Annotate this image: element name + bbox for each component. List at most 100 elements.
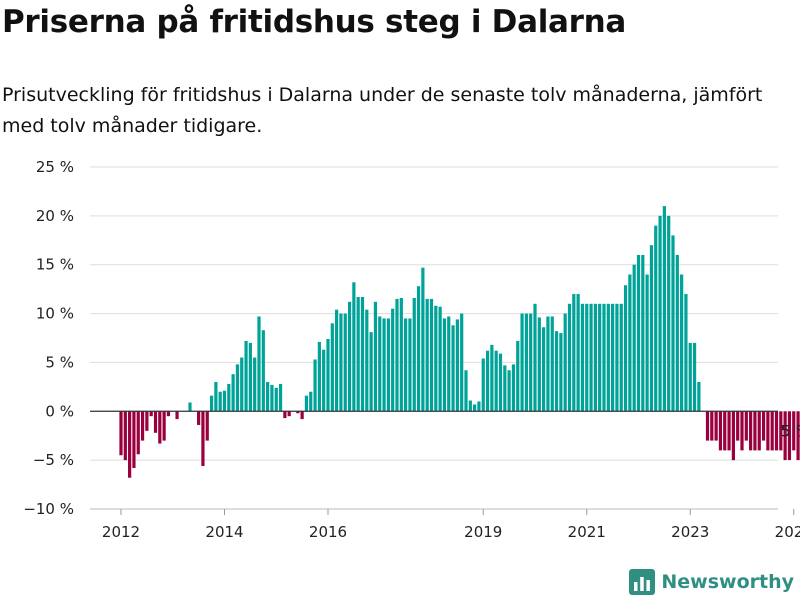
bar bbox=[554, 331, 559, 412]
bar bbox=[140, 411, 145, 441]
x-tick-label: 2023 bbox=[671, 523, 709, 541]
y-tick-label: −10 % bbox=[23, 500, 74, 518]
bar bbox=[309, 391, 313, 412]
bar bbox=[783, 411, 787, 461]
bar bbox=[429, 298, 434, 412]
bar bbox=[352, 282, 356, 412]
bar bbox=[516, 340, 520, 412]
bar bbox=[455, 319, 459, 412]
bar bbox=[598, 303, 602, 412]
bar bbox=[641, 254, 645, 412]
bar bbox=[330, 323, 334, 412]
bar bbox=[736, 411, 740, 441]
bar bbox=[680, 274, 684, 412]
bar bbox=[464, 370, 468, 412]
bar bbox=[235, 364, 240, 412]
bar bbox=[253, 357, 257, 412]
bar bbox=[770, 411, 774, 451]
bar bbox=[761, 411, 766, 441]
bar bbox=[460, 313, 464, 412]
bar bbox=[688, 342, 692, 412]
bar bbox=[619, 303, 623, 412]
chart-title: Priserna på fritidshus steg i Dalarna bbox=[2, 4, 627, 40]
bar bbox=[136, 411, 140, 455]
bar bbox=[158, 411, 162, 444]
bar bbox=[757, 411, 761, 451]
bar bbox=[240, 357, 244, 412]
bar bbox=[632, 264, 636, 412]
bar bbox=[278, 383, 283, 412]
bar bbox=[529, 313, 533, 412]
bar bbox=[667, 215, 671, 412]
bar bbox=[542, 327, 546, 412]
bar bbox=[580, 303, 585, 412]
bar bbox=[774, 411, 779, 451]
bar bbox=[473, 404, 477, 412]
bar bbox=[347, 301, 352, 412]
bar bbox=[386, 318, 390, 412]
bar bbox=[498, 353, 503, 412]
bar bbox=[623, 285, 628, 412]
bar bbox=[658, 215, 662, 412]
bar bbox=[451, 325, 455, 412]
bar bbox=[205, 411, 209, 441]
bar bbox=[606, 303, 610, 412]
bar bbox=[244, 340, 248, 412]
bar bbox=[787, 411, 792, 461]
bar bbox=[675, 254, 679, 412]
bar bbox=[490, 344, 494, 412]
y-tick-label: 15 % bbox=[36, 256, 74, 274]
bar bbox=[227, 383, 231, 412]
bar bbox=[123, 411, 127, 461]
bar bbox=[218, 391, 222, 412]
bar bbox=[477, 401, 481, 412]
bar bbox=[365, 309, 369, 412]
bar-chart: −10 % −5 % 0 % 5 % 10 % 15 % 20 % 25 % 2012 2014… bbox=[23, 158, 800, 541]
bar bbox=[615, 303, 619, 412]
newsworthy-logo-icon bbox=[629, 569, 656, 595]
bar bbox=[710, 411, 714, 441]
bar bbox=[412, 297, 416, 412]
bar bbox=[718, 411, 723, 451]
bar bbox=[128, 411, 132, 478]
bar bbox=[270, 384, 274, 412]
bar bbox=[546, 316, 550, 412]
bar bbox=[322, 349, 326, 412]
bar bbox=[766, 411, 770, 451]
bar bbox=[283, 411, 287, 419]
bar bbox=[391, 308, 395, 412]
bar bbox=[373, 301, 378, 412]
bar bbox=[300, 411, 304, 420]
bar bbox=[481, 358, 485, 412]
bar bbox=[792, 411, 796, 451]
bar bbox=[257, 316, 261, 412]
bar bbox=[779, 411, 783, 451]
chart-subtitle: Prisutveckling för fritidshus i Dalarna … bbox=[2, 84, 763, 137]
annotations: 5 % bbox=[781, 421, 800, 440]
bar bbox=[425, 298, 429, 412]
bar bbox=[153, 411, 158, 433]
bar bbox=[369, 332, 373, 412]
bar bbox=[697, 381, 701, 412]
bar bbox=[494, 350, 498, 412]
bar bbox=[447, 316, 451, 412]
y-tick-label: 10 % bbox=[36, 305, 74, 323]
bar bbox=[287, 411, 291, 417]
bar bbox=[524, 313, 528, 412]
bar bbox=[671, 235, 675, 412]
bar bbox=[636, 254, 641, 412]
x-tick-label: 2021 bbox=[568, 523, 606, 541]
bar bbox=[714, 411, 718, 441]
bar bbox=[438, 306, 442, 412]
bar bbox=[326, 338, 330, 412]
bar bbox=[468, 400, 472, 412]
y-tick-label: −5 % bbox=[33, 451, 74, 469]
bar bbox=[611, 303, 615, 412]
x-tick-label: 2019 bbox=[464, 523, 502, 541]
bar bbox=[149, 411, 153, 417]
bar bbox=[304, 395, 309, 412]
bar bbox=[585, 303, 589, 412]
x-tick-label: 2014 bbox=[205, 523, 243, 541]
